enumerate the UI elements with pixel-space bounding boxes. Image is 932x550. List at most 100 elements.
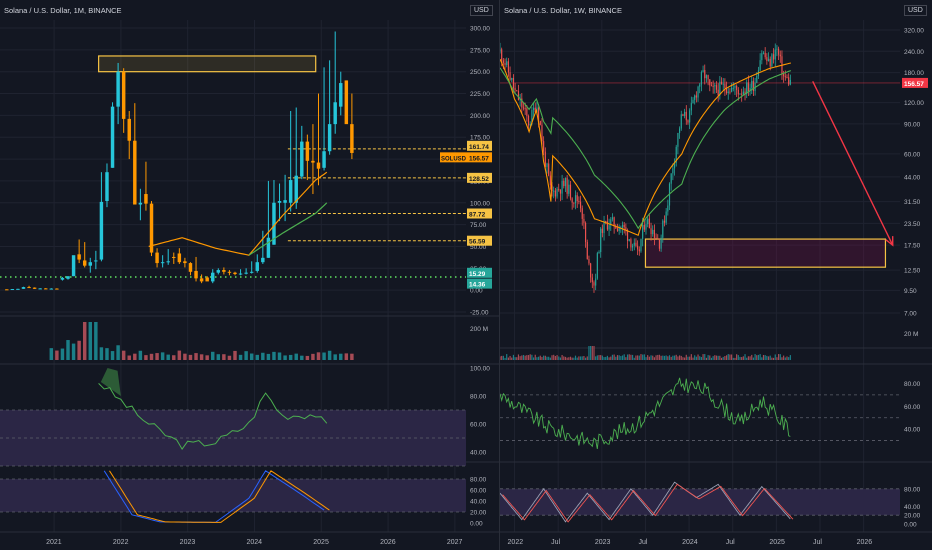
volume-bar — [94, 322, 98, 360]
candle-body — [774, 49, 776, 60]
candle-body — [49, 288, 54, 290]
volume-bar — [529, 354, 531, 360]
candle-body — [574, 195, 577, 204]
candle-body — [684, 111, 686, 116]
volume-bar — [707, 355, 709, 360]
stoch-k-line — [500, 481, 791, 523]
candle-body — [507, 61, 509, 73]
volume-bar — [650, 355, 652, 360]
candle-body — [511, 78, 513, 80]
candle-body — [719, 81, 721, 96]
support-zone — [644, 238, 887, 268]
candle-body — [729, 91, 731, 93]
volume-bar — [227, 355, 232, 360]
stoch-axis-tick: 40.00 — [904, 504, 921, 511]
symbol-tag — [440, 152, 467, 163]
volume-bar — [519, 356, 521, 360]
volume-bar — [675, 354, 677, 360]
candle-body — [593, 282, 595, 286]
volume-bar — [670, 356, 672, 360]
highlight-zone — [98, 55, 317, 73]
price-axis-tick: 50.00 — [470, 244, 487, 251]
volume-axis-label: 20 M — [904, 331, 918, 338]
candle-body — [672, 168, 674, 174]
candle-body — [611, 217, 614, 220]
volume-bar — [757, 354, 760, 360]
candle-body — [694, 95, 696, 100]
volume-bar — [585, 357, 587, 360]
candle-body — [606, 221, 608, 230]
volume-bar — [500, 356, 501, 360]
volume-bar — [49, 348, 54, 360]
rsi-axis-tick: 60.00 — [904, 404, 921, 411]
candle-body — [736, 85, 738, 90]
volume-bar — [732, 357, 734, 360]
volume-bar — [595, 356, 597, 360]
candle-body — [761, 53, 763, 61]
volume-bar — [532, 357, 535, 360]
price-axis-tick: -25.00 — [470, 310, 489, 317]
candle-body — [121, 71, 126, 119]
candle-body — [737, 89, 739, 95]
candle-body — [591, 277, 593, 283]
candle-body — [205, 277, 209, 282]
volume-bar — [647, 355, 649, 360]
volume-bar — [613, 354, 615, 360]
candle-body — [222, 270, 226, 272]
volume-bar — [541, 356, 543, 360]
candle-body — [699, 84, 701, 87]
volume-bar — [501, 355, 503, 360]
candle-body — [741, 93, 743, 95]
left-chart-canvas[interactable]: 300.00275.00250.00225.00200.00175.00150.… — [0, 0, 499, 550]
panel-divider[interactable] — [499, 0, 500, 550]
candle-body — [344, 80, 349, 125]
rsi-axis-tick: 40.00 — [470, 450, 487, 457]
left-currency-button[interactable]: USD — [470, 5, 493, 16]
candle-body — [166, 261, 170, 263]
volume-bar — [590, 346, 592, 360]
candle-body — [623, 224, 625, 228]
candle-body — [725, 88, 728, 94]
volume-bar — [551, 355, 553, 360]
candle-body — [600, 228, 602, 253]
right-currency-button[interactable]: USD — [904, 5, 927, 16]
volume-bar — [539, 355, 541, 360]
time-axis-label: 2024 — [682, 539, 698, 546]
volume-bar — [712, 356, 714, 360]
volume-bar — [600, 355, 602, 360]
volume-bar — [524, 355, 526, 360]
candle-body — [227, 271, 232, 273]
stoch-band — [500, 488, 900, 516]
volume-bar — [554, 356, 556, 360]
volume-bar — [569, 356, 572, 360]
candle-body — [731, 87, 733, 92]
candle-body — [766, 57, 768, 61]
candle-body — [583, 218, 585, 223]
right-chart-panel[interactable]: 320.00 240.00 180.00 120.00 90.00 60.00 44.00 3… — [500, 0, 932, 550]
candle-body — [272, 202, 276, 245]
time-axis-label: Jul — [726, 539, 735, 546]
candle-body — [673, 162, 676, 169]
candle-body — [717, 89, 719, 96]
volume-bar — [692, 357, 694, 360]
candle-body — [608, 225, 610, 230]
volume-bar — [788, 357, 790, 360]
volume-bar — [55, 350, 59, 360]
candle-body — [288, 180, 293, 203]
volume-bar — [305, 355, 310, 360]
left-chart-panel[interactable]: 300.00275.00250.00225.00200.00175.00150.… — [0, 0, 499, 550]
candle-body — [233, 272, 237, 274]
price-axis-tick: 320.00 — [904, 28, 924, 35]
candle-body — [692, 99, 694, 104]
right-chart-canvas[interactable]: 320.00 240.00 180.00 120.00 90.00 60.00 44.00 3… — [500, 0, 932, 550]
volume-bar — [327, 350, 332, 360]
volume-bar — [288, 354, 293, 360]
volume-bar — [538, 356, 540, 360]
volume-bar — [344, 353, 349, 360]
candle-body — [645, 224, 647, 230]
candle-body — [277, 201, 282, 203]
candle-body — [682, 114, 684, 116]
volume-bar — [678, 355, 681, 360]
projection-arrowhead — [885, 236, 894, 247]
volume-bar — [749, 356, 751, 360]
